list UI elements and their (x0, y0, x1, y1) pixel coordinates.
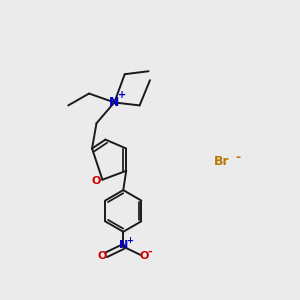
Text: -: - (148, 246, 152, 256)
Text: +: + (126, 236, 133, 244)
Text: Br: Br (214, 155, 229, 168)
Text: +: + (118, 90, 126, 100)
Text: -: - (236, 151, 241, 164)
Text: O: O (92, 176, 101, 186)
Text: O: O (140, 251, 149, 261)
Text: N: N (118, 240, 128, 250)
Text: O: O (98, 251, 107, 261)
Text: N: N (109, 96, 119, 109)
